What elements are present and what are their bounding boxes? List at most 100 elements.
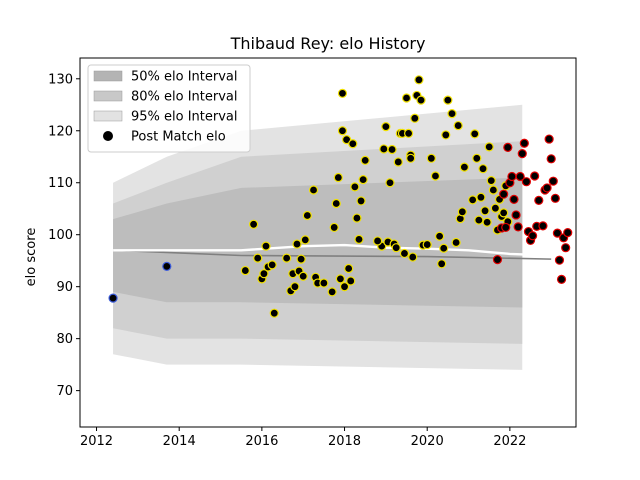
data-point: [513, 222, 523, 232]
data-point: [435, 231, 445, 241]
data-point: [503, 142, 513, 152]
y-tick-label: 110: [48, 176, 73, 191]
data-point: [490, 203, 500, 213]
data-point: [509, 194, 519, 204]
data-point: [344, 263, 354, 274]
data-point: [492, 255, 503, 265]
data-point: [335, 274, 345, 284]
data-point: [468, 195, 478, 205]
data-point: [482, 217, 492, 227]
legend-swatch: [93, 90, 123, 102]
legend: 50% elo Interval 80% elo Interval 95% elo …: [87, 64, 251, 153]
data-point: [381, 122, 391, 132]
data-point: [416, 95, 426, 105]
data-point: [521, 177, 532, 187]
data-point: [391, 243, 401, 253]
data-point: [542, 183, 552, 193]
data-point: [249, 219, 259, 229]
data-point: [474, 215, 484, 225]
data-point: [350, 182, 360, 192]
data-point: [342, 134, 352, 145]
data-point: [534, 195, 544, 206]
data-point: [406, 153, 416, 163]
data-point: [530, 171, 540, 181]
legend-label: Post Match elo: [131, 130, 226, 145]
data-point: [439, 243, 449, 253]
data-point: [253, 253, 263, 263]
data-point: [408, 252, 418, 262]
data-point: [484, 142, 494, 152]
x-tick-label: 2016: [245, 434, 278, 449]
data-point: [426, 153, 436, 163]
data-point: [373, 236, 383, 246]
data-point: [486, 176, 496, 186]
data-point: [300, 235, 310, 245]
data-point: [472, 153, 482, 163]
data-point: [550, 193, 560, 203]
data-point: [488, 185, 498, 195]
data-point: [331, 198, 341, 209]
data-point: [527, 231, 538, 241]
data-point: [348, 139, 358, 149]
data-point: [387, 144, 397, 155]
data-point: [404, 128, 414, 138]
data-point: [337, 88, 348, 98]
data-point: [282, 253, 292, 263]
data-point: [453, 120, 463, 131]
data-point: [267, 260, 277, 270]
data-point: [507, 171, 517, 182]
y-tick-label: 90: [56, 280, 73, 295]
legend-box: [87, 64, 251, 153]
data-point: [422, 239, 432, 250]
legend-label: 50% elo Interval: [131, 70, 238, 85]
data-point: [346, 276, 356, 286]
data-point: [358, 175, 368, 185]
legend-swatch: [93, 70, 123, 82]
data-point: [563, 228, 573, 238]
x-tick-label: 2014: [163, 434, 196, 449]
data-point: [478, 164, 488, 174]
data-point: [548, 176, 558, 186]
data-point: [354, 234, 364, 244]
median-line: [113, 249, 552, 260]
chart-title: Thibaud Rey: elo History: [230, 34, 426, 53]
data-point: [499, 208, 509, 218]
data-point: [544, 134, 554, 144]
data-point: [399, 248, 410, 259]
data-point: [538, 221, 548, 231]
plot-frame: [79, 57, 577, 428]
data-point: [451, 237, 461, 248]
data-point: [501, 222, 511, 233]
data-point: [499, 189, 509, 199]
data-point: [269, 308, 279, 318]
data-point: [319, 278, 329, 288]
data-point: [459, 162, 469, 172]
data-point: [385, 178, 395, 188]
data-point: [556, 274, 567, 284]
data-point: [356, 196, 366, 206]
data-point: [437, 259, 447, 269]
data-point: [339, 282, 350, 292]
y-axis-title: elo score: [24, 228, 39, 287]
legend-label: 80% elo Interval: [131, 90, 238, 105]
y-tick-label: 120: [48, 124, 73, 139]
x-tick-label: 2018: [328, 434, 361, 449]
data-point: [360, 155, 370, 165]
data-point: [519, 138, 529, 148]
data-point: [259, 269, 269, 279]
y-tick-label: 130: [48, 72, 73, 87]
data-point: [447, 109, 457, 119]
data-point: [379, 144, 389, 154]
y-tick-label: 80: [56, 332, 73, 347]
data-point: [401, 93, 412, 103]
data-point: [290, 282, 300, 292]
data-point: [410, 113, 420, 123]
legend-label: 95% elo Interval: [131, 110, 238, 125]
data-point: [443, 95, 453, 105]
data-point: [476, 192, 486, 202]
x-tick-label: 2022: [493, 434, 526, 449]
data-point: [517, 149, 527, 159]
plot-area: [108, 75, 573, 370]
x-tick-label: 2020: [411, 434, 444, 449]
